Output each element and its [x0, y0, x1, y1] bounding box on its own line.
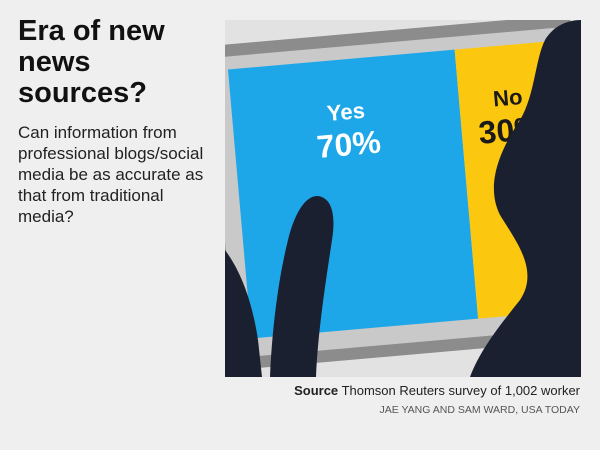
source-text: Thomson Reuters survey of 1,002 worker [341, 383, 580, 398]
chart-title: Era of new news sources? [18, 15, 165, 109]
source-line: Source Thomson Reuters survey of 1,002 w… [294, 383, 580, 398]
left-thumb [270, 195, 334, 377]
category-label: Yes [326, 98, 366, 126]
source-label: Source [294, 383, 339, 398]
right-hand [470, 20, 581, 377]
value-label: 70% [315, 124, 382, 165]
category-label: No [492, 84, 523, 111]
left-hand [225, 250, 262, 377]
credit: JAE YANG AND SAM WARD, USA TODAY [379, 404, 580, 416]
chart-subtitle: Can information from professional blogs/… [18, 123, 204, 226]
split-segment [227, 49, 479, 339]
